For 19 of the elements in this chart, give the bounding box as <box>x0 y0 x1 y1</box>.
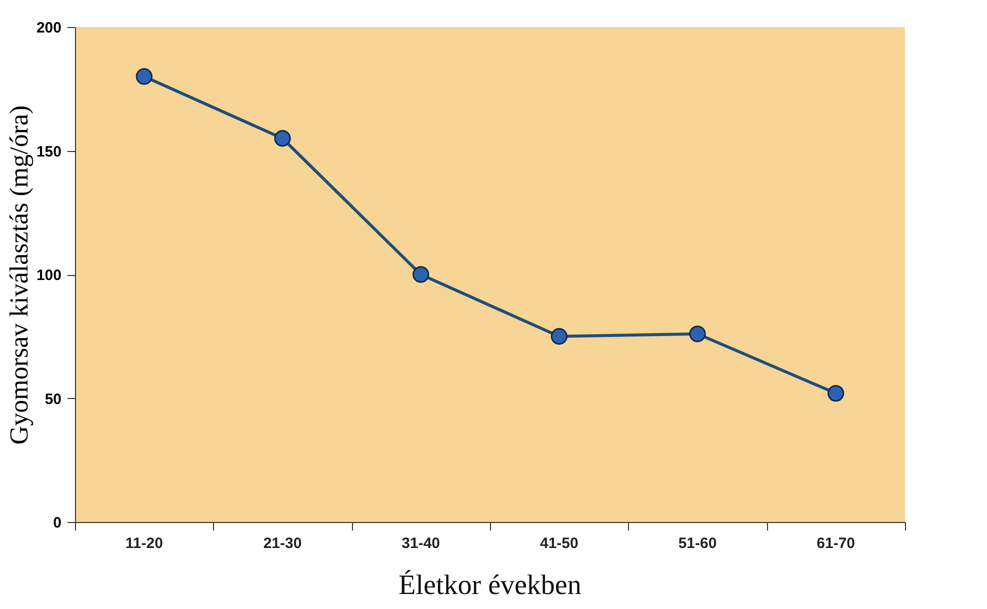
x-tick-label: 51-60 <box>678 535 717 552</box>
y-tick-label: 0 <box>53 514 62 532</box>
point <box>550 328 568 345</box>
point <box>412 266 430 283</box>
y-tick-label: 50 <box>44 390 62 408</box>
y-tick-label: 150 <box>36 143 62 160</box>
x-tick-label: 11-20 <box>125 535 163 552</box>
point <box>274 130 291 147</box>
y-tick-label: 100 <box>36 267 62 284</box>
point <box>136 68 152 85</box>
x-tick-label: 21-30 <box>263 535 302 552</box>
point <box>689 326 706 342</box>
point <box>828 384 844 402</box>
y-axis-title: Gyomorsav kiválasztás (mg/óra) <box>4 105 34 445</box>
x-tick-label: 61-70 <box>816 535 856 552</box>
x-tick-label: 41-50 <box>540 535 578 552</box>
x-tick-label: 31-40 <box>402 535 440 552</box>
x-axis-title: Életkor években <box>398 569 582 601</box>
y-tick-label: 200 <box>36 20 62 36</box>
